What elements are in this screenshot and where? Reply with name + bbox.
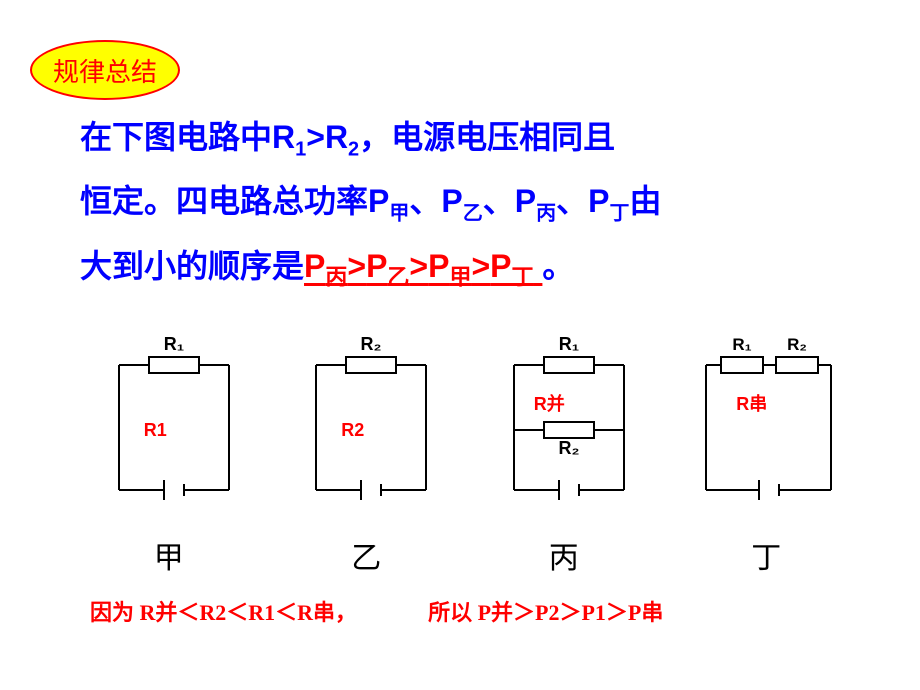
t: >R bbox=[306, 119, 348, 155]
inner-label: R2 bbox=[341, 420, 364, 441]
conclusion-left: 因为 R并＜R2＜R1＜R串， bbox=[90, 600, 357, 625]
t: 、P bbox=[556, 183, 609, 219]
a: P bbox=[490, 248, 511, 284]
circuit-label: 乙 bbox=[351, 533, 381, 577]
t: 、P bbox=[409, 183, 462, 219]
circuit-svg-bing: R₁ R₂ bbox=[484, 320, 644, 520]
answer-text: P丙>P乙>P甲>P丁 bbox=[304, 248, 542, 284]
t: ，电源电压相同且 bbox=[359, 119, 615, 155]
a: > bbox=[347, 248, 366, 284]
circuit-yi: R₂ R2 乙 bbox=[286, 320, 446, 577]
a: P bbox=[428, 248, 449, 284]
circuit-svg-yi: R₂ bbox=[286, 320, 446, 520]
t: 、P bbox=[483, 183, 536, 219]
t: 大到小的顺序是 bbox=[80, 248, 304, 284]
circuit-bing: R₁ R₂ R并 丙 bbox=[484, 320, 644, 577]
circuit-label: 丙 bbox=[549, 533, 579, 577]
badge-text: 规律总结 bbox=[53, 52, 157, 89]
problem-text: 在下图电路中R1>R2，电源电压相同且 恒定。四电路总功率P甲、P乙、P丙、P丁… bbox=[80, 105, 880, 299]
circuit-jia: R₁ R1 甲 bbox=[89, 320, 249, 577]
inner-label: R串 bbox=[736, 390, 767, 416]
a: P bbox=[366, 248, 387, 284]
res-label: R₂ bbox=[361, 334, 382, 354]
circuit-ding: R₁ R₂ R串 丁 bbox=[681, 320, 851, 577]
circuit-svg-jia: R₁ bbox=[89, 320, 249, 520]
s: 丙 bbox=[536, 203, 556, 225]
t: 恒定。四电路总功率P bbox=[80, 183, 389, 219]
s: 乙 bbox=[387, 264, 409, 289]
s: 丁 bbox=[512, 264, 534, 289]
t: 。 bbox=[542, 248, 574, 284]
inner-label: R并 bbox=[534, 390, 565, 416]
a: P bbox=[304, 248, 325, 284]
a: > bbox=[471, 248, 490, 284]
s: 甲 bbox=[389, 203, 409, 225]
s: 乙 bbox=[463, 203, 483, 225]
conclusion-line: 因为 R并＜R2＜R1＜R串， 所以 P并＞P2＞P1＞P串 bbox=[90, 595, 870, 627]
s: 2 bbox=[348, 138, 359, 160]
s: 丙 bbox=[325, 264, 347, 289]
res-label: R₁ bbox=[164, 334, 184, 354]
conclusion-right: 所以 P并＞P2＞P1＞P串 bbox=[428, 600, 663, 625]
t: 在下图电路中R bbox=[80, 119, 295, 155]
inner-label: R1 bbox=[144, 420, 167, 441]
s: 1 bbox=[295, 138, 306, 160]
circuit-svg-ding: R₁ R₂ bbox=[681, 320, 851, 520]
res-label: R₂ bbox=[787, 335, 807, 354]
s: 丁 bbox=[609, 203, 629, 225]
res-label: R₁ bbox=[733, 335, 752, 354]
s: 甲 bbox=[449, 264, 471, 289]
res-label: R₂ bbox=[558, 438, 579, 458]
circuit-label: 甲 bbox=[154, 533, 184, 577]
summary-badge: 规律总结 bbox=[30, 40, 180, 100]
res-label: R₁ bbox=[559, 334, 579, 354]
circuits-row: R₁ R1 甲 R₂ R2 bbox=[70, 320, 870, 577]
circuit-label: 丁 bbox=[751, 533, 781, 577]
t: 由 bbox=[629, 183, 661, 219]
a: > bbox=[409, 248, 428, 284]
